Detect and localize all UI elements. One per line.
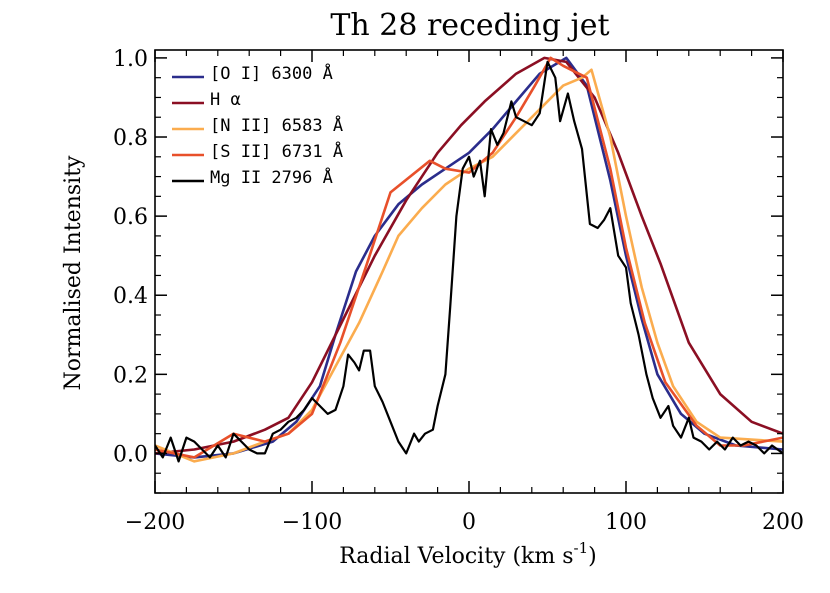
x-tick-label: −100: [282, 510, 342, 535]
x-axis-label-unit-exponent: -1: [574, 539, 589, 557]
y-axis-label: Normalised Intensity: [61, 155, 86, 391]
x-axis-label: Radial Velocity (km s-1): [339, 539, 597, 569]
y-tick-label: 0.4: [113, 284, 148, 309]
series-line-1: [155, 56, 783, 459]
x-tick-label: 0: [462, 510, 476, 535]
legend: [O I] 6300 Å H α [N II] 6583 Å [S II] 6731 …: [172, 62, 343, 188]
y-tick-label: 0.6: [113, 205, 148, 230]
y-tick-label: 0.2: [113, 363, 148, 388]
y-tick-label: 0.8: [113, 126, 148, 151]
series-line-5: [155, 60, 783, 463]
x-axis: −200 −100 0 100 200: [125, 50, 804, 535]
legend-label: [N II] 6583 Å: [210, 114, 343, 136]
x-tick-label: 100: [605, 510, 647, 535]
x-axis-label-close: ): [588, 544, 597, 569]
y-tick-label: 0.0: [113, 442, 148, 467]
x-axis-label-text: Radial Velocity (km s: [339, 544, 573, 569]
legend-label: Mg II 2796 Å: [210, 166, 333, 188]
x-tick-label: −200: [125, 510, 185, 535]
series-line-2: [155, 56, 783, 455]
y-axis: 0.0 0.2 0.4 0.6 0.8 1.0: [113, 47, 783, 494]
series-line-4: [155, 56, 783, 459]
x-tick-label: 200: [762, 510, 804, 535]
legend-label: [O I] 6300 Å: [210, 62, 333, 84]
plot-area: −200 −100 0 100 200 0.0 0.2 0.4 0.6 0.8 1.0: [113, 47, 804, 535]
legend-label: [S II] 6731 Å: [210, 140, 343, 162]
series-layer: [155, 56, 783, 463]
y-tick-label: 1.0: [113, 47, 148, 72]
legend-label: H α: [210, 90, 241, 110]
chart-title: Th 28 receding jet: [330, 8, 609, 43]
